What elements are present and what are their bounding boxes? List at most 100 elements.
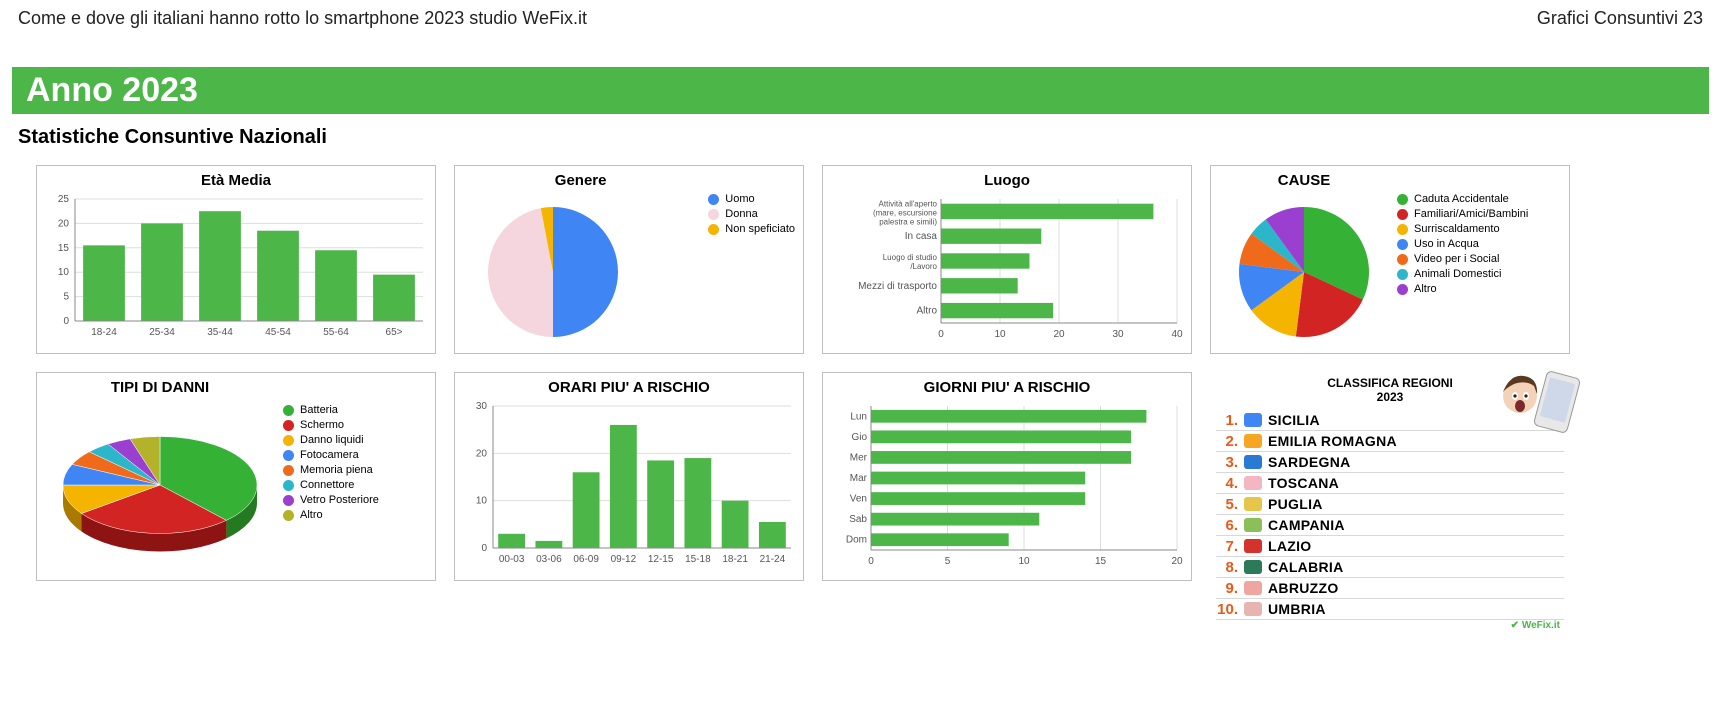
legend-item: Video per i Social bbox=[1397, 253, 1528, 265]
legend-swatch bbox=[283, 510, 294, 521]
region-shape-icon bbox=[1244, 602, 1262, 616]
svg-text:20: 20 bbox=[58, 218, 70, 229]
legend-item: Altro bbox=[283, 509, 379, 521]
svg-text:Lun: Lun bbox=[850, 411, 867, 422]
chart-danni-svg bbox=[45, 400, 275, 570]
svg-text:Gio: Gio bbox=[851, 432, 867, 443]
legend-label: Fotocamera bbox=[300, 449, 359, 461]
ranking-number: 7. bbox=[1216, 538, 1238, 555]
region-shape-icon bbox=[1244, 434, 1262, 448]
brand-badge: ✔ WeFix.it bbox=[1216, 620, 1564, 631]
chart-genere: Genere UomoDonnaNon speficiato bbox=[454, 165, 804, 354]
legend-label: Caduta Accidentale bbox=[1414, 193, 1509, 205]
chart-giorni-svg: 05101520LunGioMerMarVenSabDom bbox=[831, 400, 1185, 570]
chart-orari-title: ORARI PIU' A RISCHIO bbox=[463, 379, 795, 396]
svg-text:0: 0 bbox=[938, 329, 944, 340]
svg-text:09-12: 09-12 bbox=[611, 554, 637, 565]
ranking-region-name: PUGLIA bbox=[1268, 496, 1323, 512]
chart-luogo-title: Luogo bbox=[831, 172, 1183, 189]
svg-text:0: 0 bbox=[63, 316, 69, 327]
svg-text:Mer: Mer bbox=[850, 452, 868, 463]
region-shape-icon bbox=[1244, 539, 1262, 553]
legend-label: Uomo bbox=[725, 193, 754, 205]
ranking-number: 4. bbox=[1216, 475, 1238, 492]
svg-text:65>: 65> bbox=[386, 327, 403, 338]
legend-item: Vetro Posteriore bbox=[283, 494, 379, 506]
chart-eta: Età Media 051015202518-2425-3435-4445-54… bbox=[36, 165, 436, 354]
page-title-right: Grafici Consuntivi 23 bbox=[1537, 8, 1703, 29]
chart-eta-svg: 051015202518-2425-3435-4445-5455-6465> bbox=[45, 193, 429, 343]
ranking-region-name: EMILIA ROMAGNA bbox=[1268, 433, 1397, 449]
legend-item: Connettore bbox=[283, 479, 379, 491]
legend-label: Non speficiato bbox=[725, 223, 795, 235]
ranking-region-name: LAZIO bbox=[1268, 538, 1312, 554]
svg-text:15: 15 bbox=[58, 243, 70, 254]
legend-item: Surriscaldamento bbox=[1397, 223, 1528, 235]
legend-label: Batteria bbox=[300, 404, 338, 416]
chart-giorni: GIORNI PIU' A RISCHIO 05101520LunGioMerM… bbox=[822, 372, 1192, 581]
legend-swatch bbox=[1397, 269, 1408, 280]
chart-orari-svg: 010203000-0303-0606-0909-1212-1515-1818-… bbox=[463, 400, 797, 570]
ranking-region-name: SARDEGNA bbox=[1268, 454, 1351, 470]
chart-cause: CAUSE Caduta AccidentaleFamiliari/Amici/… bbox=[1210, 165, 1570, 354]
ranking-number: 2. bbox=[1216, 433, 1238, 450]
ranking-region-name: UMBRIA bbox=[1268, 601, 1326, 617]
legend-item: Batteria bbox=[283, 404, 379, 416]
ranking-number: 9. bbox=[1216, 580, 1238, 597]
ranking-number: 10. bbox=[1216, 601, 1238, 618]
ranking-number: 5. bbox=[1216, 496, 1238, 513]
svg-text:15-18: 15-18 bbox=[685, 554, 711, 565]
svg-text:Mar: Mar bbox=[850, 473, 868, 484]
legend-swatch bbox=[283, 420, 294, 431]
page-title-left: Come e dove gli italiani hanno rotto lo … bbox=[18, 8, 587, 29]
svg-text:Altro: Altro bbox=[916, 306, 937, 317]
chart-genere-legend: Uomo Donna Non speficiato bbox=[708, 190, 795, 238]
legend-swatch bbox=[1397, 209, 1408, 220]
legend-item: Schermo bbox=[283, 419, 379, 431]
svg-text:10: 10 bbox=[58, 267, 70, 278]
ranking-number: 6. bbox=[1216, 517, 1238, 534]
ranking-number: 8. bbox=[1216, 559, 1238, 576]
ranking-row: 7. LAZIO bbox=[1216, 537, 1564, 557]
chart-eta-title: Età Media bbox=[45, 172, 427, 189]
svg-text:Sab: Sab bbox=[849, 514, 867, 525]
svg-text:Attività all'aperto: Attività all'aperto bbox=[879, 199, 938, 208]
svg-text:5: 5 bbox=[945, 556, 951, 567]
ranking-list: 1.SICILIA2.EMILIA ROMAGNA3.SARDEGNA4.TOS… bbox=[1216, 411, 1564, 620]
chart-danni-title: TIPI DI DANNI bbox=[45, 379, 275, 396]
year-banner: Anno 2023 bbox=[12, 67, 1709, 114]
svg-text:00-03: 00-03 bbox=[499, 554, 525, 565]
region-shape-icon bbox=[1244, 518, 1262, 532]
chart-danni: TIPI DI DANNI Batteria Schermo Danno liqui… bbox=[36, 372, 436, 581]
legend-label: Schermo bbox=[300, 419, 344, 431]
legend-label: Danno liquidi bbox=[300, 434, 364, 446]
svg-text:(mare, escursione: (mare, escursione bbox=[873, 208, 938, 217]
legend-swatch bbox=[708, 209, 719, 220]
ranking-row: 3.SARDEGNA bbox=[1216, 453, 1564, 473]
legend-swatch bbox=[283, 465, 294, 476]
chart-cause-legend: Caduta Accidentale Familiari/Amici/Bambin… bbox=[1397, 190, 1528, 298]
ranking-region-name: SICILIA bbox=[1268, 412, 1320, 428]
region-shape-icon bbox=[1244, 476, 1262, 490]
legend-item: Memoria piena bbox=[283, 464, 379, 476]
svg-text:0: 0 bbox=[868, 556, 874, 567]
legend-swatch bbox=[283, 480, 294, 491]
svg-text:03-06: 03-06 bbox=[536, 554, 562, 565]
legend-item: Donna bbox=[708, 208, 795, 220]
legend-label: Familiari/Amici/Bambini bbox=[1414, 208, 1528, 220]
legend-swatch bbox=[708, 224, 719, 235]
svg-text:20: 20 bbox=[1171, 556, 1183, 567]
svg-text:5: 5 bbox=[63, 292, 69, 303]
svg-text:18-24: 18-24 bbox=[91, 327, 117, 338]
svg-text:55-64: 55-64 bbox=[323, 327, 349, 338]
legend-label: Surriscaldamento bbox=[1414, 223, 1500, 235]
legend-label: Donna bbox=[725, 208, 757, 220]
top-bar: Come e dove gli italiani hanno rotto lo … bbox=[0, 0, 1721, 37]
legend-label: Memoria piena bbox=[300, 464, 373, 476]
legend-label: Vetro Posteriore bbox=[300, 494, 379, 506]
ranking-region-name: TOSCANA bbox=[1268, 475, 1339, 491]
svg-text:45-54: 45-54 bbox=[265, 327, 291, 338]
legend-item: Uomo bbox=[708, 193, 795, 205]
svg-text:30: 30 bbox=[1112, 329, 1124, 340]
ranking-row: 5. PUGLIA bbox=[1216, 495, 1564, 515]
